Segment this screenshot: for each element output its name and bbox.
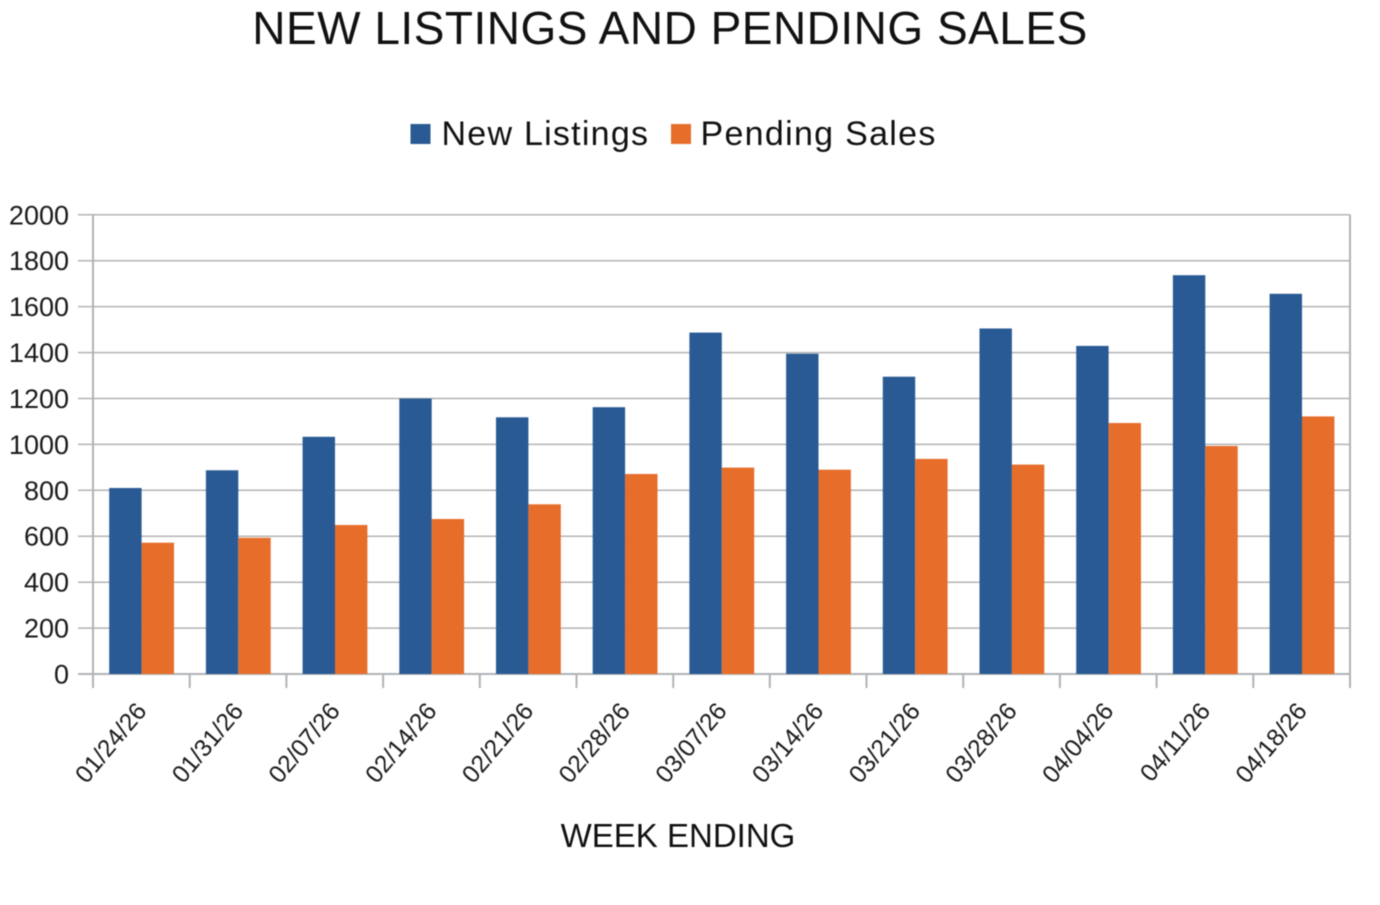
svg-text:1800: 1800 [9,246,69,276]
svg-text:800: 800 [24,476,69,506]
svg-text:0: 0 [54,660,69,690]
svg-text:NEW LISTINGS AND PENDING SALES: NEW LISTINGS AND PENDING SALES [252,2,1088,54]
svg-text:2000: 2000 [9,200,69,230]
svg-text:1600: 1600 [9,292,69,322]
svg-text:Pending Sales: Pending Sales [701,115,937,153]
svg-text:New Listings: New Listings [442,115,650,153]
svg-text:600: 600 [24,522,69,552]
svg-text:200: 200 [24,614,69,644]
svg-text:1000: 1000 [9,430,69,460]
svg-text:1400: 1400 [9,338,69,368]
svg-text:WEEK ENDING: WEEK ENDING [561,817,796,854]
svg-text:1200: 1200 [9,384,69,414]
svg-text:400: 400 [24,568,69,598]
